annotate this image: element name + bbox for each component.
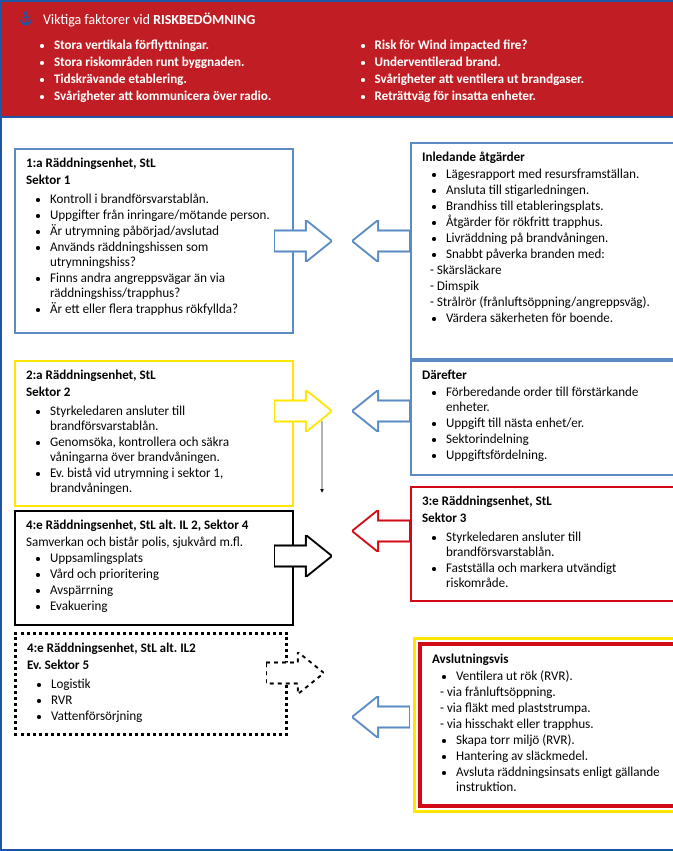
header-title: Viktiga faktorer vid RISKBEDÖMNING	[43, 11, 255, 28]
box-subtext: Samverkan och bistår polis, sjukvård m.f…	[26, 535, 282, 550]
box-subtitle: Sektor 1	[26, 173, 282, 188]
box-subtitle: Ev. Sektor 5	[27, 658, 275, 673]
box-title: 2:a Räddningsenhet, StL	[26, 368, 282, 383]
list-item: Lägesrapport med resursframställan.	[446, 167, 664, 182]
title-strong: RISKBEDÖMNING	[153, 11, 255, 28]
box-subtitle: Sektor 3	[422, 511, 664, 526]
list-item: Genomsöka, kontrollera och säkra våninga…	[50, 435, 282, 465]
header-right-item: Underventilerad brand.	[375, 55, 660, 70]
list-item: Snabbt påverka branden med:	[446, 247, 664, 262]
flow-arrow	[266, 652, 324, 694]
list-item: Dimspik	[430, 279, 664, 294]
list-item: Skärsläckare	[430, 263, 664, 278]
list-item: Livräddning på brandvåningen.	[446, 231, 664, 246]
box-title: Avslutningsvis	[432, 652, 666, 667]
list-item: Sektorindelning	[446, 432, 664, 447]
box-list: UppsamlingsplatsVård och prioriteringAvs…	[26, 551, 282, 614]
box-title: 1:a Räddningsenhet, StL	[26, 156, 282, 171]
list-item: Vattenförsörjning	[51, 709, 275, 724]
list-item: Skapa torr miljö (RVR).	[456, 733, 666, 748]
header-right-item: Svårigheter att ventilera ut brandgaser.	[375, 72, 660, 87]
list-item: Ev. bistå vid utrymning i sektor 1, bran…	[50, 466, 282, 496]
box-thereafter: Därefter Förberedande order till förstärk…	[410, 360, 673, 476]
list-item: Vård och prioritering	[50, 567, 282, 582]
header-right-item: Risk för Wind impacted fire?	[375, 38, 660, 53]
list-item: Ventilera ut rök (RVR).	[456, 669, 666, 684]
box-unit3: 3:e Räddningsenhet, StL Sektor 3 Styrkeled…	[410, 486, 673, 602]
list-item: Är ett eller flera trapphus rökfyllda?	[50, 302, 282, 317]
box-list: Skapa torr miljö (RVR).Hantering av släc…	[432, 733, 666, 795]
list-item: Uppgifter från inringare/mötande person.	[50, 208, 282, 223]
flow-arrow	[352, 220, 410, 262]
list-item: Brandhiss till etableringsplats.	[446, 199, 664, 214]
box-unit1: 1:a Räddningsenhet, StL Sektor 1 Kontroll …	[14, 148, 294, 334]
list-item: Finns andra angreppsvägar än via räddnin…	[50, 271, 282, 301]
list-item: Evakuering	[50, 599, 282, 614]
box-final: AvslutningsvisVentilera ut rök (RVR).via…	[418, 642, 673, 808]
header-right-item: Reträttväg för insatta enheter.	[375, 89, 660, 104]
box-list: LogistikRVRVattenförsörjning	[27, 677, 275, 724]
list-item: Logistik	[51, 677, 275, 692]
list-item: Åtgärder för rökfritt trapphus.	[446, 215, 664, 230]
box-title: Därefter	[422, 368, 664, 383]
box-title: Inledande åtgärder	[422, 150, 664, 165]
header-right-list: Risk för Wind impacted fire? Underventile…	[339, 36, 660, 106]
list-item: Avspärrning	[50, 583, 282, 598]
flow-arrow	[274, 220, 332, 262]
flow-arrow	[352, 510, 410, 552]
risk-header: Viktiga faktorer vid RISKBEDÖMNING Stora…	[2, 2, 673, 118]
list-item: via fläkt med plaststrumpa.	[440, 701, 666, 716]
box-list: Styrkeledaren ansluter till brandförsvar…	[26, 404, 282, 496]
box-dash-list: SkärsläckareDimspikStrålrör (frånluftsöp…	[422, 263, 664, 310]
list-item: Avsluta räddningsinsats enligt gällande …	[456, 765, 666, 795]
box-title: 4:e Räddningsenhet, StL alt. IL 2, Sekto…	[26, 518, 282, 533]
box-title: 4:e Räddningsenhet, StL alt. IL2	[27, 641, 275, 656]
header-left-item: Stora vertikala förflyttningar.	[54, 38, 339, 53]
list-item: Förberedande order till förstärkande enh…	[446, 385, 664, 415]
box-subtitle: Sektor 2	[26, 385, 282, 400]
box-unit4-sector5: 4:e Räddningsenhet, StL alt. IL2 Ev. Sekt…	[14, 632, 288, 736]
list-item: Används räddningshissen som utrymningshi…	[50, 240, 282, 270]
list-item: Värdera säkerheten för boende.	[446, 311, 664, 326]
list-item: Strålrör (frånluftsöppning/angreppsväg).	[430, 295, 664, 310]
box-unit4-sector4: 4:e Räddningsenhet, StL alt. IL 2, Sekto…	[14, 510, 294, 626]
list-item: Uppsamlingsplats	[50, 551, 282, 566]
box-dash-list: via frånluftsöppning.via fläkt med plast…	[432, 685, 666, 732]
header-left-list: Stora vertikala förflyttningar. Stora ris…	[18, 36, 339, 106]
flow-arrow	[352, 696, 410, 738]
box-unit2: 2:a Räddningsenhet, StL Sektor 2 Styrkeled…	[14, 360, 294, 507]
list-item: Styrkeledaren ansluter till brandförsvar…	[446, 530, 664, 560]
list-item: via frånluftsöppning.	[440, 685, 666, 700]
title-pre: Viktiga faktorer vid	[43, 11, 153, 28]
list-item: Styrkeledaren ansluter till brandförsvar…	[50, 404, 282, 434]
header-left-item: Tidskrävande etablering.	[54, 72, 339, 87]
flow-arrow	[274, 535, 332, 577]
box-list: Värdera säkerheten för boende.	[422, 311, 664, 326]
list-item: RVR	[51, 693, 275, 708]
box-initial-actions: Inledande åtgärder Lägesrapport med resur…	[410, 142, 673, 360]
center-axis-arrow	[320, 117, 324, 797]
flow-arrow	[352, 390, 410, 432]
flow-arrow	[274, 390, 332, 432]
header-left-item: Stora riskområden runt byggnaden.	[54, 55, 339, 70]
box-list: Förberedande order till förstärkande enh…	[422, 385, 664, 463]
list-item: Fastställa och markera utvändigt riskomr…	[446, 561, 664, 591]
box-title: 3:e Räddningsenhet, StL	[422, 494, 664, 509]
list-item: Är utrymning påbörjad/avslutad	[50, 224, 282, 239]
list-item: Uppgift till nästa enhet/er.	[446, 416, 664, 431]
box-list: Kontroll i brandförsvarstablån.Uppgifter…	[26, 192, 282, 317]
list-item: Uppgiftsfördelning.	[446, 448, 664, 463]
list-item: Kontroll i brandförsvarstablån.	[50, 192, 282, 207]
anchor-icon	[18, 15, 37, 30]
list-item: via hisschakt eller trapphus.	[440, 717, 666, 732]
list-item: Hantering av släckmedel.	[456, 749, 666, 764]
list-item: Ansluta till stigarledningen.	[446, 183, 664, 198]
box-list: Ventilera ut rök (RVR).	[432, 669, 666, 684]
box-list: Lägesrapport med resursframställan.Anslu…	[422, 167, 664, 262]
box-list: Styrkeledaren ansluter till brandförsvar…	[422, 530, 664, 591]
header-left-item: Svårigheter att kommunicera över radio.	[54, 89, 339, 104]
